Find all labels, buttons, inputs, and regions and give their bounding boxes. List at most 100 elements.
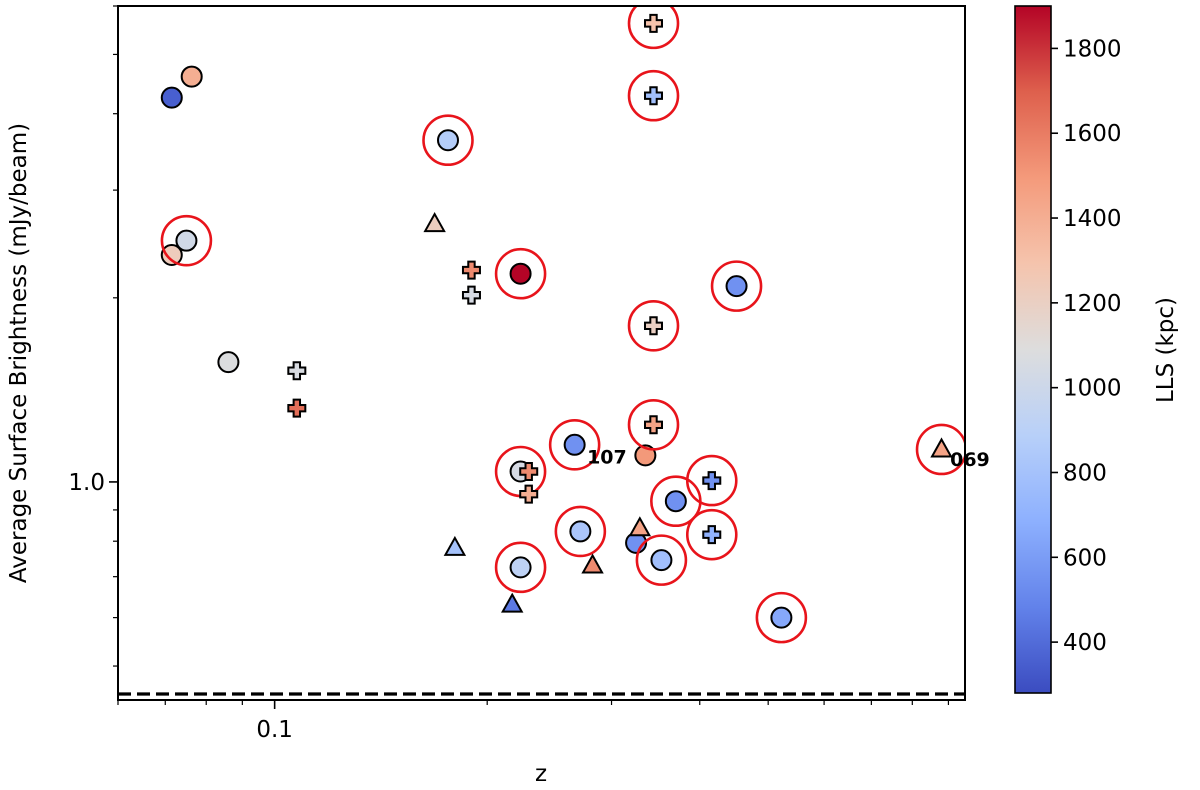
point-marker <box>569 520 592 543</box>
highlight-ring <box>627 6 680 50</box>
data-point-circle <box>634 444 657 467</box>
point-marker <box>287 398 307 418</box>
point-marker <box>644 86 663 106</box>
highlight-ring <box>422 114 474 167</box>
data-point-circle <box>160 243 183 266</box>
highlight-ring <box>494 541 547 594</box>
highlight-ring <box>685 454 738 507</box>
data-point-plus <box>519 462 539 482</box>
point-marker <box>461 260 481 280</box>
point-annotation: 107 <box>587 446 627 468</box>
highlight-ring <box>627 398 680 451</box>
data-point-circle <box>160 214 213 267</box>
annotations-layer: 107 069 <box>587 446 990 470</box>
x-tick-label: 0.1 <box>256 717 293 743</box>
point-marker <box>160 86 183 109</box>
data-point-plus <box>627 300 680 352</box>
data-point-circle <box>160 86 183 109</box>
data-point-circle <box>494 247 547 300</box>
data-point-plus <box>519 484 539 504</box>
colorbar-tick-label: 400 <box>1063 630 1107 656</box>
point-marker <box>650 549 673 572</box>
point-marker <box>509 556 532 579</box>
point-marker <box>664 490 687 513</box>
point-marker <box>519 462 539 482</box>
data-point-circle <box>217 351 240 374</box>
data-point-circle <box>710 260 763 312</box>
colorbar-tick-label: 800 <box>1063 460 1107 486</box>
point-marker <box>634 444 657 467</box>
point-marker <box>423 212 446 233</box>
data-point-plus <box>627 69 680 122</box>
point-marker <box>644 13 663 33</box>
points-layer <box>160 6 965 644</box>
data-point-triangle <box>581 553 604 574</box>
highlight-ring <box>627 69 680 122</box>
point-marker <box>519 484 539 504</box>
colorbar: 400 600 800 1000 1200 1400 1600 1800 <box>1014 5 1122 694</box>
data-point-circle <box>635 534 688 586</box>
y-axis-label: Average Surface Brightness (mJy/beam) <box>6 123 32 583</box>
data-point-circle <box>180 65 203 88</box>
point-marker <box>287 361 307 381</box>
point-marker <box>461 285 481 305</box>
colorbar-tick-label: 1800 <box>1063 36 1122 62</box>
point-marker <box>702 471 722 491</box>
data-point-plus <box>627 6 680 50</box>
data-point-plus <box>461 260 481 280</box>
point-marker <box>725 275 748 298</box>
colorbar-gradient <box>1015 6 1051 693</box>
colorbar-tick-label: 1600 <box>1063 121 1122 147</box>
highlight-ring <box>554 505 607 558</box>
colorbar-tick-label: 1400 <box>1063 206 1122 232</box>
colorbar-ticks: 400 600 800 1000 1200 1400 1600 1800 <box>1051 36 1122 656</box>
data-point-circle <box>494 541 547 594</box>
point-marker <box>644 415 663 435</box>
data-point-circle <box>554 505 607 558</box>
data-point-circle <box>422 114 474 167</box>
point-marker <box>563 433 586 456</box>
point-marker <box>930 437 953 458</box>
data-point-plus <box>287 398 307 418</box>
highlight-ring <box>915 423 965 476</box>
plot-area <box>118 6 965 700</box>
point-marker <box>770 606 793 629</box>
plot-frame <box>117 5 966 701</box>
data-point-triangle <box>915 423 965 476</box>
data-point-triangle <box>423 212 446 233</box>
colorbar-tick-label: 1200 <box>1063 291 1122 317</box>
point-marker <box>180 65 203 88</box>
highlight-ring <box>710 260 763 312</box>
point-marker <box>175 229 198 252</box>
data-point-plus <box>627 398 680 451</box>
data-point-circle <box>755 591 808 644</box>
x-axis-label: z <box>535 761 547 786</box>
point-marker <box>501 592 524 613</box>
point-marker <box>436 129 459 152</box>
point-marker <box>628 516 652 537</box>
highlight-ring <box>755 591 808 644</box>
data-point-plus <box>685 508 738 561</box>
data-point-circle <box>548 419 601 471</box>
data-point-triangle <box>628 516 652 537</box>
colorbar-tick-label: 600 <box>1063 545 1107 571</box>
highlight-ring <box>627 300 680 352</box>
data-point-circle <box>650 475 702 528</box>
point-marker <box>644 316 663 336</box>
y-axis: 1.0 <box>68 5 118 667</box>
data-point-triangle <box>501 592 524 613</box>
data-point-plus <box>287 361 307 381</box>
plot-background <box>118 6 965 700</box>
x-axis: 0.1 <box>117 700 950 743</box>
point-marker <box>581 553 604 574</box>
highlight-ring <box>635 534 688 586</box>
highlight-ring <box>160 214 213 267</box>
colorbar-frame <box>1014 5 1052 694</box>
point-marker <box>443 535 467 556</box>
data-point-plus <box>461 285 481 305</box>
highlight-ring <box>548 419 601 471</box>
data-point-plus <box>685 454 738 507</box>
highlight-ring <box>685 508 738 561</box>
